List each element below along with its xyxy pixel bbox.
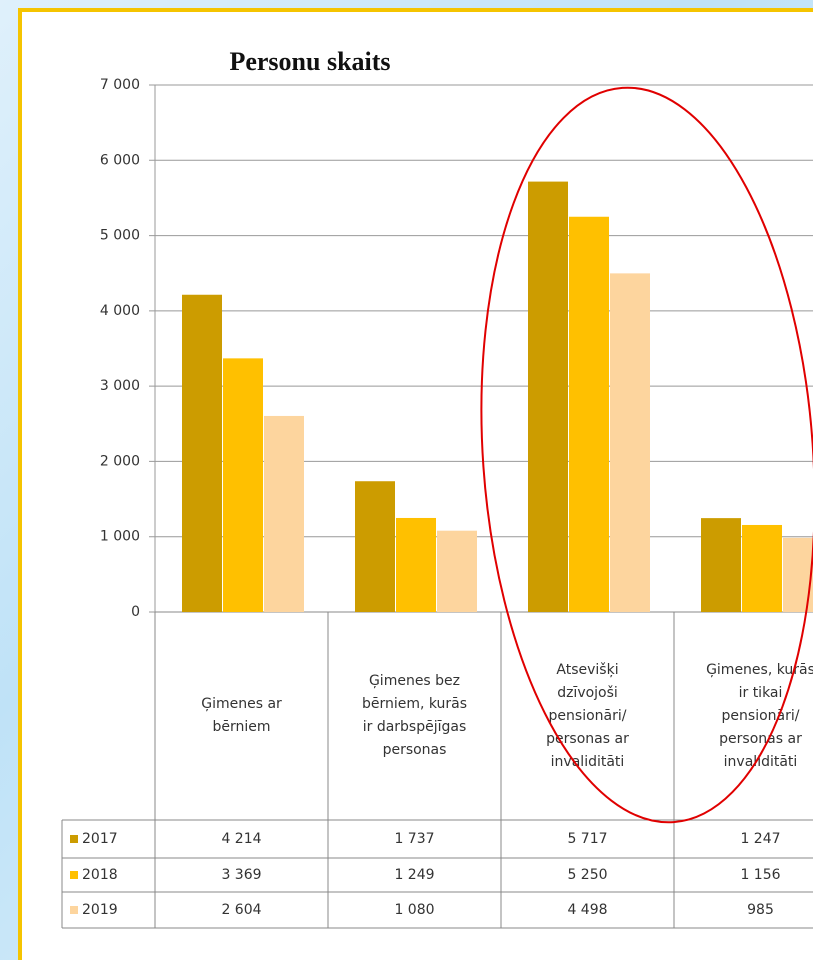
chart-title: Personu skaits xyxy=(229,47,390,76)
bar xyxy=(182,294,222,612)
table-value: 4 498 xyxy=(567,902,607,918)
table-value: 4 214 xyxy=(221,831,261,847)
y-tick-label: 4 000 xyxy=(100,303,140,319)
y-tick-label: 2 000 xyxy=(100,453,140,469)
y-tick-label: 5 000 xyxy=(100,228,140,244)
y-tick-label: 0 xyxy=(131,604,140,620)
x-tick-label: Ģimenes bez bērniem, kurās ir darbspējīg… xyxy=(361,673,468,758)
y-tick-label: 1 000 xyxy=(100,529,140,545)
bar xyxy=(355,481,395,612)
table-value: 1 737 xyxy=(394,831,434,847)
bar xyxy=(783,537,813,612)
bar xyxy=(569,216,609,612)
bar xyxy=(396,517,436,612)
y-tick-label: 6 000 xyxy=(100,152,140,168)
table-value: 985 xyxy=(747,902,774,918)
y-tick-label: 3 000 xyxy=(100,378,140,394)
legend-key xyxy=(70,871,78,879)
x-tick-label: Atsevišķi dzīvojoši pensionāri/ personas… xyxy=(546,661,629,770)
bar xyxy=(610,273,650,612)
table-value: 1 249 xyxy=(394,867,434,883)
y-tick-label: 7 000 xyxy=(100,77,140,93)
legend-key xyxy=(70,835,78,843)
bar xyxy=(742,524,782,612)
bar xyxy=(701,518,741,612)
legend-label: 2018 xyxy=(82,867,118,883)
legend-label: 2017 xyxy=(82,831,118,847)
bar xyxy=(528,181,568,613)
table-value: 5 250 xyxy=(567,867,607,883)
x-tick-label: Ģimenes, kurās ir tikai pensionāri/ pers… xyxy=(706,661,813,770)
table-value: 1 080 xyxy=(394,902,434,918)
bar xyxy=(437,530,477,612)
legend-label: 2019 xyxy=(82,902,118,918)
legend-key xyxy=(70,906,78,914)
bar xyxy=(264,415,304,612)
table-value: 5 717 xyxy=(567,831,607,847)
table-value: 1 156 xyxy=(740,867,780,883)
table-value: 1 247 xyxy=(740,831,780,847)
bar xyxy=(223,358,263,612)
table-value: 2 604 xyxy=(221,902,261,918)
table-value: 3 369 xyxy=(221,867,261,883)
x-tick-label: Ģimenes ar bērniem xyxy=(201,696,282,735)
